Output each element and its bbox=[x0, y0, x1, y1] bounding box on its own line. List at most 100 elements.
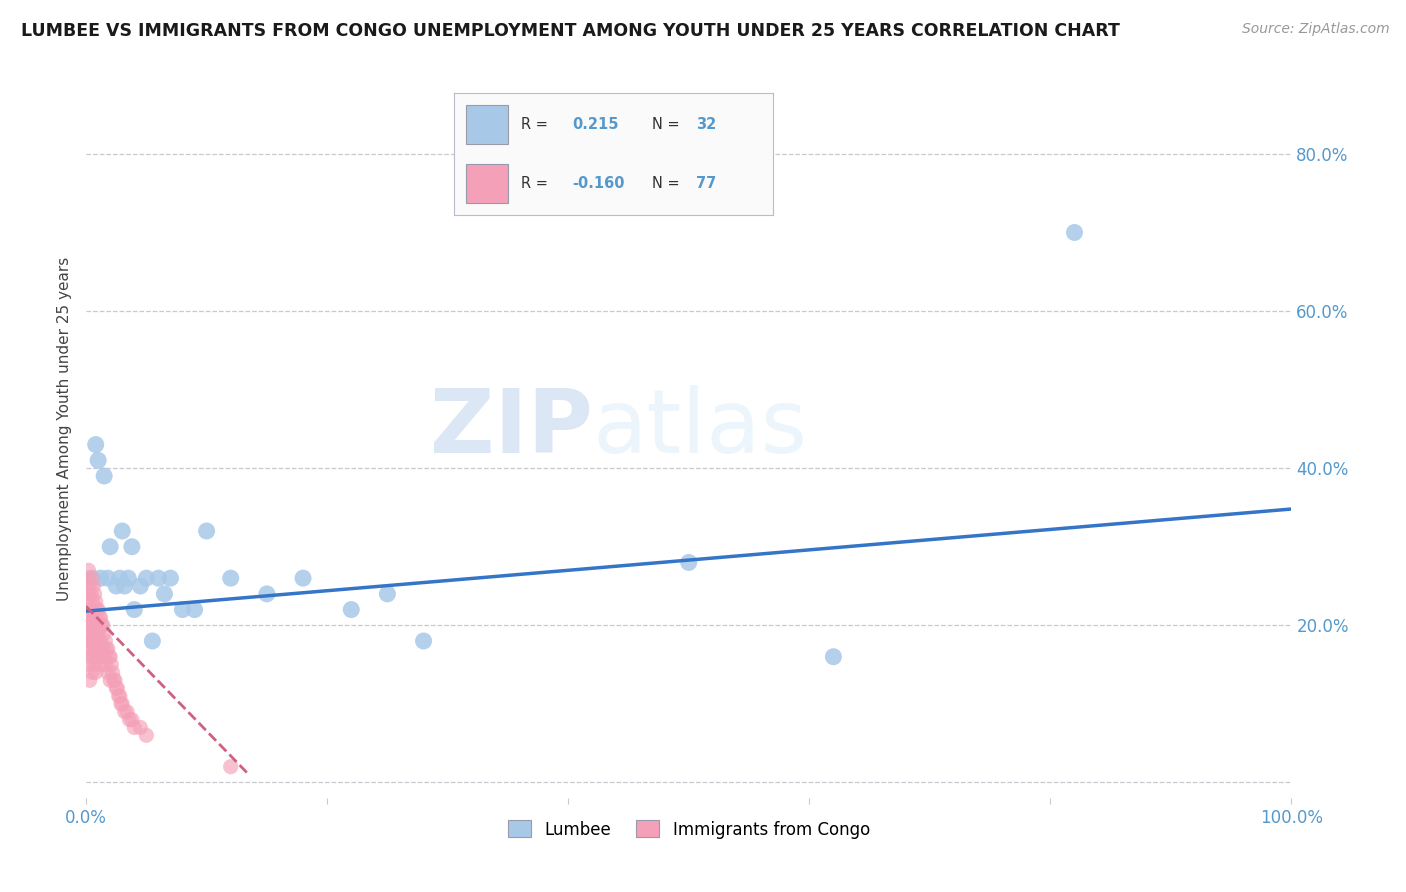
Point bbox=[82, 641, 104, 656]
Point bbox=[823, 649, 845, 664]
Point bbox=[108, 689, 131, 703]
Point bbox=[118, 713, 141, 727]
Point bbox=[83, 587, 105, 601]
Point bbox=[82, 618, 104, 632]
Point bbox=[219, 760, 242, 774]
Point bbox=[77, 563, 100, 577]
Point bbox=[340, 602, 363, 616]
Point bbox=[97, 641, 120, 656]
Point bbox=[77, 610, 100, 624]
Point bbox=[108, 571, 131, 585]
Point bbox=[93, 649, 115, 664]
Point bbox=[84, 665, 107, 680]
Point bbox=[183, 602, 205, 616]
Point bbox=[80, 634, 103, 648]
Point bbox=[103, 673, 125, 688]
Point bbox=[93, 469, 115, 483]
Point bbox=[90, 610, 112, 624]
Point bbox=[97, 571, 120, 585]
Point bbox=[86, 649, 108, 664]
Point bbox=[111, 697, 134, 711]
Point bbox=[121, 540, 143, 554]
Point bbox=[79, 579, 101, 593]
Point bbox=[91, 641, 114, 656]
Point bbox=[98, 649, 121, 664]
Point bbox=[124, 721, 146, 735]
Point bbox=[129, 579, 152, 593]
Point bbox=[101, 665, 124, 680]
Y-axis label: Unemployment Among Youth under 25 years: Unemployment Among Youth under 25 years bbox=[58, 257, 72, 601]
Point bbox=[107, 689, 129, 703]
Point bbox=[89, 634, 111, 648]
Point bbox=[82, 571, 104, 585]
Legend: Lumbee, Immigrants from Congo: Lumbee, Immigrants from Congo bbox=[501, 814, 876, 846]
Point bbox=[678, 556, 700, 570]
Point bbox=[117, 571, 139, 585]
Point bbox=[114, 705, 136, 719]
Point bbox=[153, 587, 176, 601]
Point bbox=[219, 571, 242, 585]
Point bbox=[77, 634, 100, 648]
Point bbox=[82, 595, 104, 609]
Point bbox=[82, 626, 104, 640]
Point bbox=[84, 437, 107, 451]
Point bbox=[90, 657, 112, 672]
Point bbox=[195, 524, 218, 538]
Point bbox=[129, 721, 152, 735]
Point bbox=[412, 634, 434, 648]
Point bbox=[87, 453, 110, 467]
Point bbox=[87, 626, 110, 640]
Point bbox=[377, 587, 399, 601]
Point bbox=[98, 649, 121, 664]
Point bbox=[98, 540, 121, 554]
Point bbox=[90, 571, 112, 585]
Point bbox=[90, 634, 112, 648]
Point bbox=[110, 697, 132, 711]
Point bbox=[79, 673, 101, 688]
Point bbox=[111, 524, 134, 538]
Point bbox=[83, 634, 105, 648]
Text: ZIP: ZIP bbox=[430, 385, 592, 473]
Point bbox=[135, 728, 157, 742]
Point bbox=[121, 713, 143, 727]
Point bbox=[83, 657, 105, 672]
Point bbox=[82, 649, 104, 664]
Point bbox=[87, 649, 110, 664]
Point bbox=[82, 571, 104, 585]
Point bbox=[98, 673, 121, 688]
Point bbox=[94, 657, 117, 672]
Point bbox=[96, 641, 118, 656]
Point bbox=[79, 649, 101, 664]
Point bbox=[82, 665, 104, 680]
Point bbox=[105, 681, 128, 695]
Point bbox=[100, 657, 122, 672]
Text: LUMBEE VS IMMIGRANTS FROM CONGO UNEMPLOYMENT AMONG YOUTH UNDER 25 YEARS CORRELAT: LUMBEE VS IMMIGRANTS FROM CONGO UNEMPLOY… bbox=[21, 22, 1121, 40]
Point bbox=[292, 571, 315, 585]
Point bbox=[90, 641, 112, 656]
Point bbox=[135, 571, 157, 585]
Point bbox=[115, 705, 138, 719]
Point bbox=[107, 681, 129, 695]
Point bbox=[82, 602, 104, 616]
Point bbox=[80, 610, 103, 624]
Point bbox=[104, 673, 127, 688]
Point bbox=[172, 602, 194, 616]
Point bbox=[91, 618, 114, 632]
Point bbox=[84, 641, 107, 656]
Point bbox=[86, 602, 108, 616]
Point bbox=[141, 634, 163, 648]
Point bbox=[76, 571, 98, 585]
Point bbox=[84, 595, 107, 609]
Point bbox=[87, 602, 110, 616]
Point bbox=[76, 618, 98, 632]
Point bbox=[76, 595, 98, 609]
Point bbox=[83, 610, 105, 624]
Point bbox=[124, 602, 146, 616]
Point bbox=[93, 626, 115, 640]
Point bbox=[94, 634, 117, 648]
Text: Source: ZipAtlas.com: Source: ZipAtlas.com bbox=[1241, 22, 1389, 37]
Point bbox=[1063, 226, 1085, 240]
Point bbox=[90, 618, 112, 632]
Point bbox=[256, 587, 278, 601]
Point bbox=[84, 618, 107, 632]
